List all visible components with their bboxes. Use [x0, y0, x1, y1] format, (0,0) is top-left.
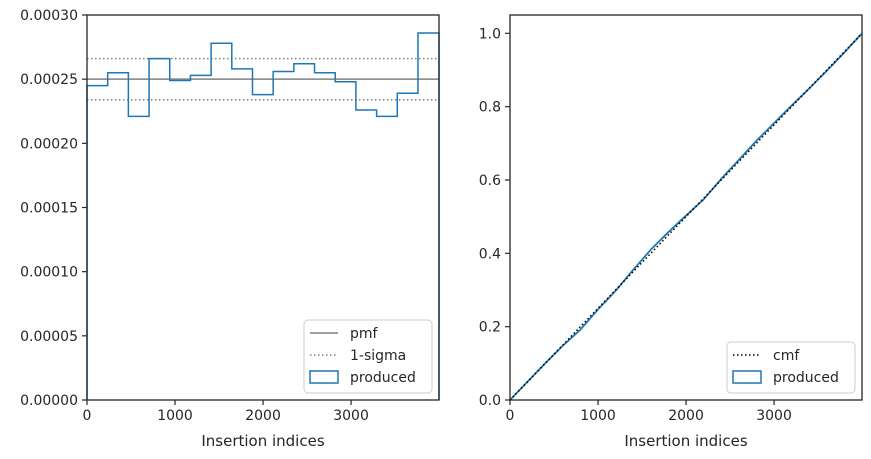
plot-frame	[509, 14, 863, 401]
cmf-line	[509, 32, 863, 401]
x-tick-label: 0	[506, 408, 515, 424]
x-tick-label: 0	[83, 408, 92, 424]
y-tick-label: 0.6	[479, 173, 501, 189]
y-tick-label: 0.00025	[20, 72, 78, 88]
y-tick-label: 1.0	[479, 26, 501, 42]
x-tick-label: 1000	[157, 408, 193, 424]
legend-produced-label: produced	[773, 370, 839, 386]
pmf-histogram-chart: 0 1000 2000 3000 0.00000 0.00005 0.00010 0.0001…	[20, 8, 440, 450]
y-tick-label: 0.8	[479, 100, 501, 116]
legend-produced-swatch	[732, 370, 762, 384]
x-tick-label: 3000	[756, 408, 792, 424]
x-tick-label: 3000	[333, 408, 369, 424]
legend-pmf-label: pmf	[350, 326, 379, 342]
y-tick-label: 0.00030	[20, 8, 78, 24]
x-axis-label: Insertion indices	[624, 432, 747, 450]
y-tick-label: 0.00015	[20, 201, 78, 217]
x-axis-label: Insertion indices	[201, 432, 324, 450]
produced-cdf-line	[509, 32, 863, 401]
y-tick-label: 0.0	[479, 393, 501, 409]
y-tick-label: 0.00000	[20, 393, 78, 409]
legend-produced-swatch	[309, 370, 339, 384]
cmf-chart: 0 1000 2000 3000 0.0 0.2 0.4 0.6 0.8 1.0 Insertion…	[479, 14, 863, 450]
legend-box	[303, 319, 433, 394]
y-tick-label: 0.2	[479, 320, 501, 336]
plot-frame	[86, 14, 440, 401]
y-tick-label: 0.00005	[20, 329, 78, 345]
legend-box	[726, 341, 856, 394]
x-tick-label: 2000	[245, 408, 281, 424]
legend-cmf-label: cmf	[773, 348, 800, 364]
legend-sigma-label: 1-sigma	[350, 348, 406, 364]
x-tick-label: 1000	[580, 408, 616, 424]
y-tick-label: 0.00020	[20, 136, 78, 152]
legend-produced-label: produced	[350, 370, 416, 386]
y-tick-label: 0.00010	[20, 265, 78, 281]
produced-step-histogram	[86, 32, 440, 400]
y-tick-label: 0.4	[479, 246, 501, 262]
x-tick-label: 2000	[668, 408, 704, 424]
